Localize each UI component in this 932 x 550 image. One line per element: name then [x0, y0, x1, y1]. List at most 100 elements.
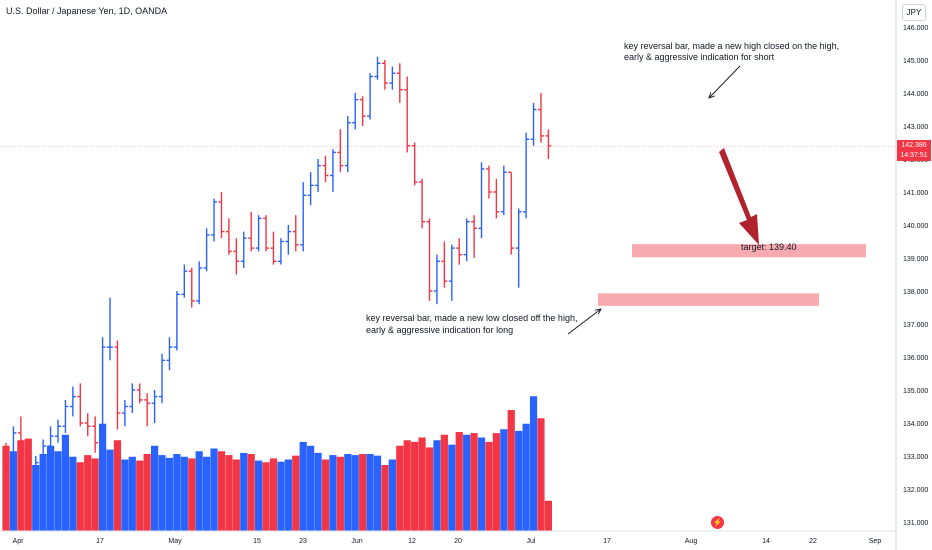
ohlc-bar	[107, 297, 114, 361]
ohlc-bar	[307, 172, 314, 206]
volume-bar	[418, 437, 426, 531]
x-tick-label: 14	[762, 538, 770, 545]
x-tick-label: 12	[408, 538, 416, 545]
ohlc-bar	[55, 419, 62, 443]
ohlc-bar	[203, 228, 210, 272]
y-tick-label: 131.000	[903, 520, 928, 527]
volume-bar	[537, 418, 545, 531]
volume-bar	[500, 429, 508, 531]
ohlc-bar	[151, 390, 158, 423]
volume-bar	[388, 459, 396, 531]
ohlc-bar	[545, 129, 552, 159]
volume-bar	[39, 454, 47, 531]
ohlc-bar	[225, 218, 232, 255]
ohlc-bar	[433, 254, 440, 305]
lightning-icon[interactable]: ⚡	[711, 516, 724, 529]
volume-bar	[9, 451, 18, 531]
ohlc-bar	[322, 155, 329, 183]
ohlc-bar	[173, 291, 180, 351]
ohlc-bar	[84, 413, 91, 437]
volume-bar	[329, 455, 337, 531]
ohlc-bar	[263, 215, 270, 252]
short-annotation-arrow-head	[708, 92, 715, 99]
ohlc-bar	[248, 211, 255, 252]
volume-bar	[351, 455, 359, 531]
ohlc-bar	[530, 102, 537, 146]
annotation-short-line1: key reversal bar, made a new high closed…	[624, 41, 840, 51]
ohlc-bar	[240, 231, 247, 268]
volume-bar	[240, 452, 248, 531]
ohlc-bar	[277, 238, 284, 265]
y-tick-label: 139.000	[903, 256, 928, 263]
ohlc-bar	[159, 353, 166, 404]
x-tick-label: 20	[454, 538, 462, 545]
y-tick-label: 134.000	[903, 421, 928, 428]
volume-bar	[143, 454, 151, 531]
volume-bar	[455, 432, 463, 531]
volume-bar	[463, 434, 471, 531]
chart-title: U.S. Dollar / Japanese Yen, 1D, OANDA	[6, 6, 168, 16]
ohlc-bar	[129, 383, 136, 414]
ohlc-bar	[411, 142, 418, 186]
volume-bar	[411, 441, 419, 531]
volume-bar	[359, 454, 367, 531]
annotation-long-line2: early & aggressive indication for long	[366, 325, 514, 335]
ohlc-bar	[367, 73, 374, 120]
ohlc-bar	[40, 439, 47, 470]
ohlc-bar	[69, 386, 76, 417]
x-tick-label: Jul	[527, 538, 536, 545]
ohlc-bar	[419, 178, 426, 229]
y-tick-label: 138.000	[903, 289, 928, 296]
volume-bar	[2, 445, 10, 531]
volume-bar	[210, 448, 218, 531]
volume-bar	[269, 458, 278, 531]
volume-bar	[203, 456, 211, 531]
volume-bar	[277, 461, 285, 531]
volume-bar	[485, 441, 493, 531]
volume-bar	[136, 460, 144, 531]
ohlc-bar	[10, 426, 17, 480]
volume-bar	[492, 433, 500, 531]
ohlc-bar	[188, 267, 195, 308]
x-tick-label: 17	[96, 538, 104, 545]
ohlc-bar	[389, 66, 396, 90]
volume-bar	[262, 462, 270, 531]
x-tick-label: Apr	[13, 538, 25, 545]
volume-bar	[98, 423, 107, 531]
short-annotation-arrow	[708, 65, 741, 99]
short-annotation-arrow-shaft	[708, 65, 741, 99]
ohlc-bar	[426, 218, 433, 301]
ohlc-bar	[300, 182, 307, 252]
x-tick-label: Aug	[685, 538, 698, 545]
ohlc-bar	[337, 129, 344, 173]
y-tick-label: 133.000	[903, 454, 928, 461]
ohlc-bar	[329, 149, 336, 192]
ohlc-bar	[166, 337, 173, 371]
volume-bar	[403, 440, 411, 531]
ohlc-bar	[218, 192, 225, 239]
ohlc-bar	[136, 383, 143, 404]
ohlc-bar	[92, 416, 99, 453]
volume-bar	[232, 459, 240, 531]
annotation-short-line2: early & aggressive indication for short	[624, 52, 775, 62]
ohlc-bar	[352, 93, 359, 130]
volume-bar	[544, 500, 552, 531]
ohlc-bar	[292, 215, 299, 252]
y-tick-label: 137.000	[903, 322, 928, 329]
volume-bar	[217, 451, 226, 531]
ohlc-bar	[471, 215, 478, 258]
ohlc-bar	[508, 171, 515, 255]
y-tick-label: 136.000	[903, 355, 928, 362]
target-label: target: 139.40	[741, 242, 797, 252]
ohlc-bar	[523, 132, 530, 219]
volume-bar	[396, 445, 404, 531]
y-tick-label: 141.000	[903, 190, 928, 197]
ohlc-bar	[441, 241, 448, 288]
currency-selector[interactable]: JPY	[902, 4, 926, 21]
ohlc-bar	[270, 231, 277, 265]
volume-bar	[69, 456, 77, 531]
last-price-tag: 142.386 14:37:51	[897, 140, 931, 161]
volume-bar	[173, 454, 181, 531]
ohlc-bar	[478, 162, 485, 239]
